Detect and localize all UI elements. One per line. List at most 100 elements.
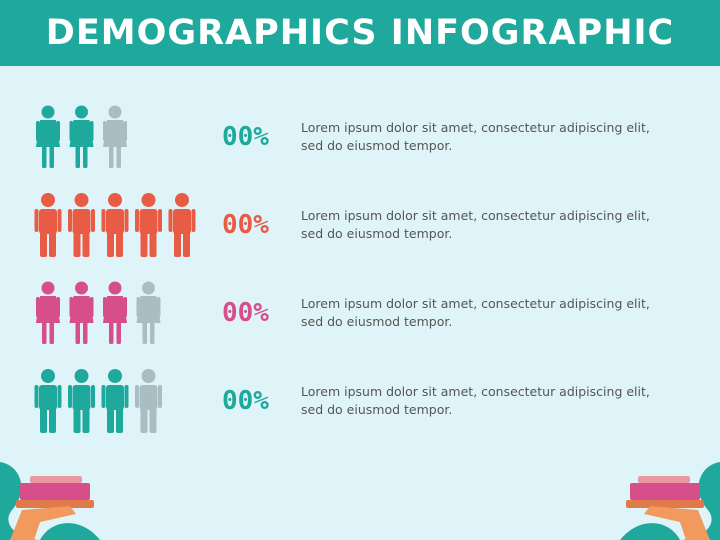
icon-leg — [140, 231, 148, 257]
icon-arm — [56, 297, 60, 317]
title: DEMOGRAPHICS INFOGRAPHIC — [45, 13, 675, 53]
percent: 00% — [222, 210, 269, 240]
icon-head — [108, 193, 122, 207]
percent: 00% — [222, 298, 269, 328]
icon-arm — [168, 209, 173, 232]
icon-arm — [103, 297, 107, 317]
description-line: sed do eiusmod tempor. — [301, 138, 453, 153]
male-icon — [34, 193, 62, 257]
icon-leg — [109, 322, 114, 344]
icon-arm — [34, 209, 39, 232]
icon-leg — [142, 322, 147, 344]
icon-body — [106, 385, 124, 410]
decor-left — [0, 462, 100, 540]
description-line: Lorem ipsum dolor sit amet, consectetur … — [301, 384, 650, 399]
icon-arm — [123, 297, 127, 317]
male-icon — [101, 193, 129, 257]
icon-head — [142, 281, 155, 295]
icon-leg — [49, 146, 54, 168]
female-icon — [103, 105, 127, 168]
icon-leg — [116, 407, 123, 433]
description: Lorem ipsum dolor sit amet, consectetur … — [301, 207, 701, 243]
icon-head — [175, 193, 189, 207]
icon-arm — [68, 385, 72, 408]
female-icon — [136, 281, 161, 344]
icon-head — [74, 193, 89, 207]
icon-head — [108, 369, 122, 383]
icon-leg — [82, 231, 90, 257]
icon-arm — [101, 385, 106, 408]
icon-leg — [49, 322, 54, 344]
icon-head — [141, 369, 156, 383]
icon-arm — [57, 385, 62, 408]
decor-right — [620, 462, 720, 540]
icon-body — [69, 120, 94, 147]
icon-head — [41, 369, 55, 383]
icon-arm — [90, 297, 94, 317]
icon-leg — [116, 231, 123, 257]
icon-leg — [107, 231, 114, 257]
male-icon — [68, 193, 95, 257]
description-line: Lorem ipsum dolor sit amet, consectetur … — [301, 208, 650, 223]
icon-arm — [191, 209, 196, 232]
icon-head — [75, 281, 88, 295]
female-icon — [36, 105, 60, 168]
icon-arm — [56, 121, 60, 141]
icon-arm — [123, 121, 127, 141]
description-line: sed do eiusmod tempor. — [301, 314, 453, 329]
icon-leg — [150, 322, 155, 344]
icon-body — [72, 209, 91, 234]
male-icon — [68, 369, 95, 433]
male-icon — [135, 369, 162, 433]
icon-arm — [124, 385, 129, 408]
male-icon — [101, 369, 129, 433]
icon-arm — [158, 385, 162, 408]
icon-body — [36, 120, 60, 147]
icon-leg — [174, 231, 181, 257]
icon-leg — [49, 231, 56, 257]
icon-arm — [68, 209, 72, 232]
icon-arm — [124, 209, 129, 232]
icon-head — [108, 281, 122, 295]
icon-body — [103, 120, 127, 147]
female-icon — [69, 105, 94, 168]
male-icon — [135, 193, 162, 257]
description-line: sed do eiusmod tempor. — [301, 226, 453, 241]
icon-leg — [82, 407, 90, 433]
icon-leg — [42, 146, 47, 168]
icon-head — [41, 105, 55, 119]
icon-head — [41, 193, 55, 207]
icon-arm — [34, 385, 39, 408]
percent: 00% — [222, 386, 269, 416]
icon-body — [72, 385, 91, 410]
icon-leg — [83, 146, 88, 168]
description-line: sed do eiusmod tempor. — [301, 402, 453, 417]
icon-head — [41, 281, 55, 295]
icon-arm — [157, 297, 161, 317]
icon-head — [141, 193, 156, 207]
icon-body — [36, 296, 60, 323]
icon-arm — [91, 385, 95, 408]
icon-leg — [116, 146, 121, 168]
icon-body — [173, 209, 191, 234]
description: Lorem ipsum dolor sit amet, consectetur … — [301, 119, 701, 155]
icon-body — [39, 209, 57, 234]
icon-leg — [183, 231, 190, 257]
description-line: Lorem ipsum dolor sit amet, consectetur … — [301, 296, 650, 311]
icon-body — [139, 385, 158, 410]
icon-arm — [135, 209, 139, 232]
header-bar — [0, 0, 720, 66]
icon-head — [75, 105, 88, 119]
icon-arm — [90, 121, 94, 141]
icon-arm — [101, 209, 106, 232]
icon-body — [69, 296, 94, 323]
icon-leg — [149, 231, 157, 257]
icon-leg — [42, 322, 47, 344]
description-line: Lorem ipsum dolor sit amet, consectetur … — [301, 120, 650, 135]
icon-leg — [149, 407, 157, 433]
icon-arm — [36, 297, 40, 317]
icon-leg — [40, 231, 47, 257]
